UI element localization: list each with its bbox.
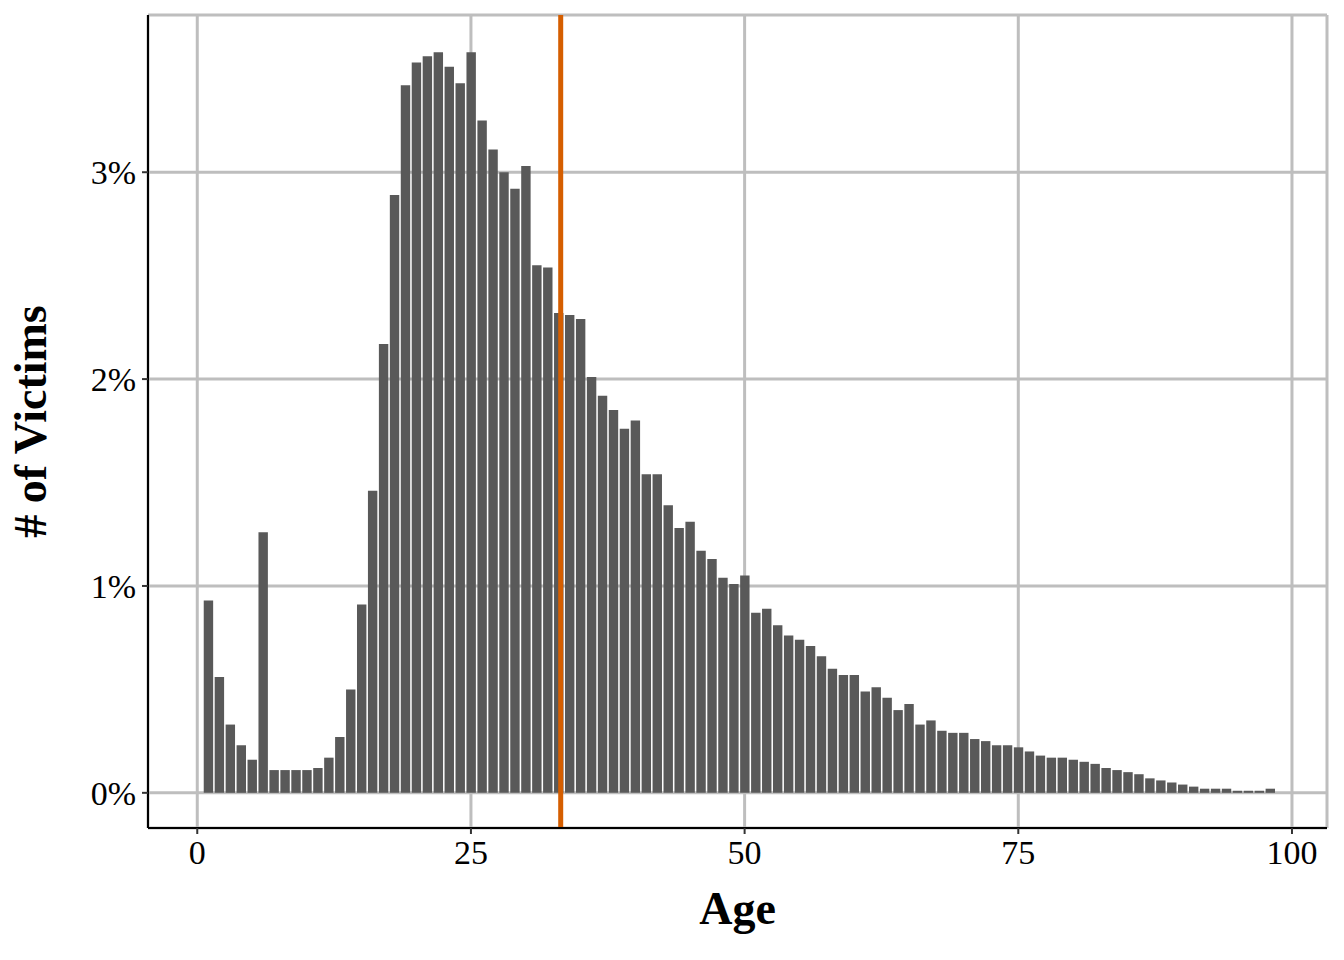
svg-text:3%: 3% xyxy=(91,154,136,191)
svg-text:75: 75 xyxy=(1001,834,1035,871)
svg-text:25: 25 xyxy=(454,834,488,871)
svg-text:100: 100 xyxy=(1266,834,1317,871)
svg-text:# of Victims: # of Victims xyxy=(8,305,56,538)
svg-text:0: 0 xyxy=(189,834,206,871)
svg-text:Age: Age xyxy=(699,883,776,934)
svg-text:50: 50 xyxy=(728,834,762,871)
svg-text:2%: 2% xyxy=(91,361,136,398)
svg-text:1%: 1% xyxy=(91,568,136,605)
svg-text:0%: 0% xyxy=(91,775,136,812)
